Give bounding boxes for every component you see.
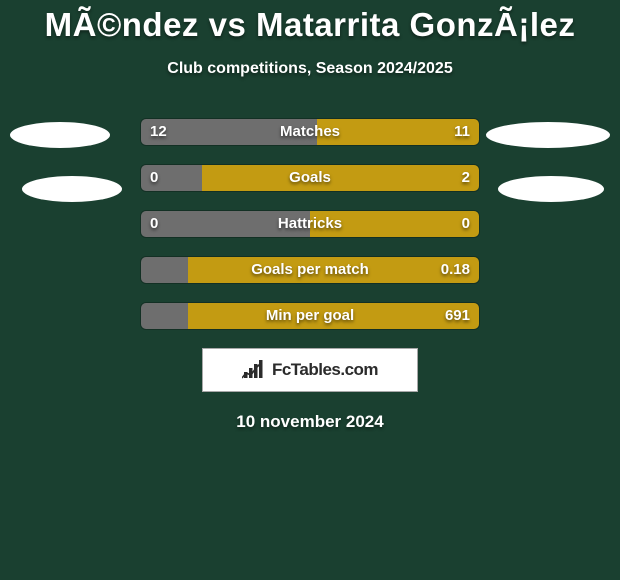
comparison-chart: 1211Matches02Goals00Hattricks0.18Goals p… xyxy=(0,118,620,330)
stat-label: Goals per match xyxy=(140,256,480,284)
player-photo-placeholder xyxy=(498,176,604,202)
stat-row: 0.18Goals per match xyxy=(0,256,620,284)
subtitle: Club competitions, Season 2024/2025 xyxy=(0,60,620,78)
source-logo: FcTables.com xyxy=(202,348,418,392)
player-photo-placeholder xyxy=(486,122,610,148)
player-photo-placeholder xyxy=(22,176,122,202)
bar-chart-icon xyxy=(242,360,268,380)
stat-label: Hattricks xyxy=(140,210,480,238)
page-title: MÃ©ndez vs Matarrita GonzÃ¡lez xyxy=(0,6,620,44)
stat-row: 00Hattricks xyxy=(0,210,620,238)
stat-label: Goals xyxy=(140,164,480,192)
player-photo-placeholder xyxy=(10,122,110,148)
stat-label: Min per goal xyxy=(140,302,480,330)
stat-label: Matches xyxy=(140,118,480,146)
logo-text: FcTables.com xyxy=(272,360,378,380)
stat-row: 691Min per goal xyxy=(0,302,620,330)
date-label: 10 november 2024 xyxy=(0,412,620,432)
